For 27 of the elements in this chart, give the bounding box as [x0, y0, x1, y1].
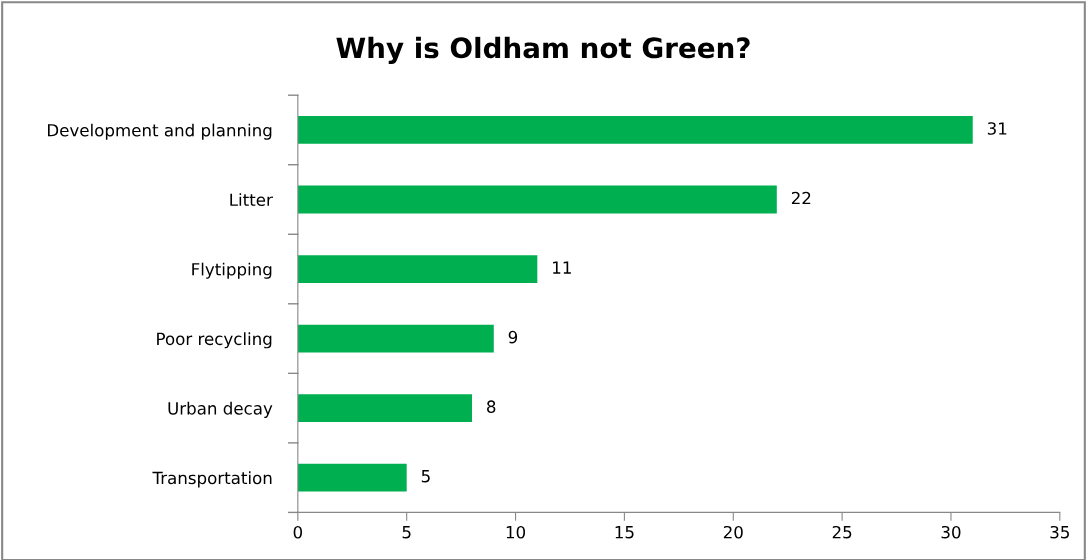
- data-label: 9: [508, 330, 518, 344]
- bar: [297, 255, 538, 283]
- data-label: 22: [791, 191, 811, 205]
- x-tick-label: 35: [1050, 525, 1069, 539]
- x-tick-label: 25: [832, 525, 852, 539]
- y-tick-label: Urban decay: [168, 401, 273, 418]
- y-tick-label: Development and planning: [48, 123, 272, 140]
- bar: [297, 394, 473, 423]
- x-tick-label: 30: [941, 525, 961, 539]
- bar: [297, 463, 407, 492]
- bar: [297, 324, 494, 353]
- x-tick-label: 5: [402, 526, 411, 539]
- x-tick-label: 0: [293, 525, 303, 539]
- data-label: 5: [421, 470, 430, 483]
- y-tick-label: Poor recycling: [157, 332, 272, 349]
- bar: [297, 116, 973, 144]
- x-tick-label: 15: [615, 526, 634, 539]
- data-label: 11: [553, 261, 571, 274]
- bar: [297, 185, 777, 214]
- y-tick-label: Transportation: [152, 471, 272, 488]
- data-label: 8: [487, 400, 496, 413]
- y-tick-label: Litter: [230, 193, 273, 207]
- chart-title: Why is Oldham not Green?: [336, 36, 750, 64]
- x-tick-label: 20: [723, 525, 743, 539]
- y-tick-label: Flytipping: [192, 262, 272, 279]
- data-label: 31: [987, 122, 1007, 135]
- x-tick-label: 10: [506, 525, 526, 539]
